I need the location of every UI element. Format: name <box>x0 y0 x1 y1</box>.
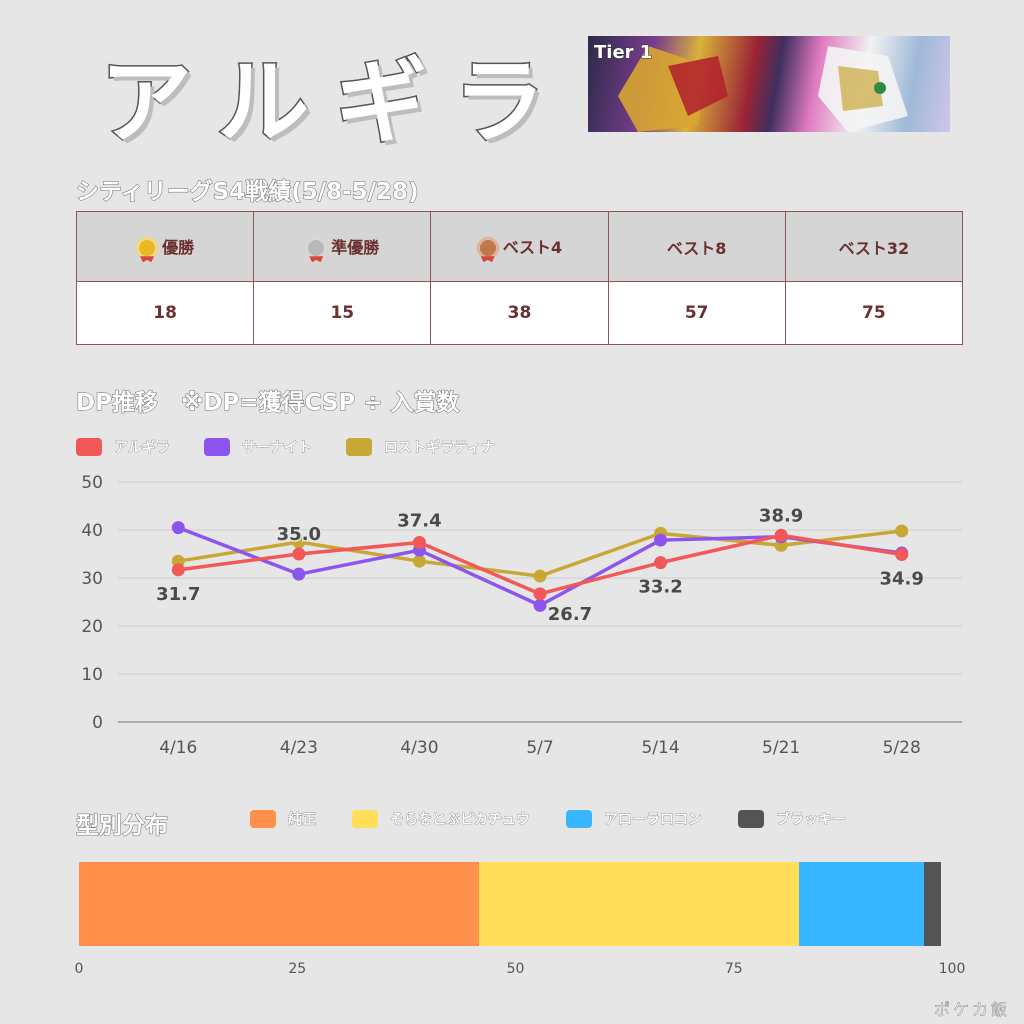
page-title: アルギラ <box>98 48 572 158</box>
pokemon-artwork <box>618 46 908 132</box>
header-cell-winner: 優勝 <box>75 211 255 282</box>
bar-segment <box>479 862 800 946</box>
legend-swatch <box>76 438 102 456</box>
legend-label: アルギラ <box>114 440 170 457</box>
silver-medal-icon <box>305 237 328 260</box>
header-cell-runner-up: 準優勝 <box>253 211 432 282</box>
legend-label: アローラロコン <box>604 812 703 829</box>
legend-swatch <box>345 438 372 456</box>
line-legend: アルギラ サーナイト ロストギラティナ <box>76 437 495 457</box>
data-point <box>292 567 306 581</box>
results-value-row: 18 15 38 57 75 <box>75 281 964 345</box>
x-tick-label: 4/23 <box>280 738 318 758</box>
value-cell: 75 <box>784 281 964 345</box>
watermark-logo: ポケカ飯 <box>933 1000 1010 1020</box>
tier-label: Tier 1 <box>593 42 653 64</box>
data-point <box>654 533 668 547</box>
value-cell: 15 <box>253 281 432 345</box>
data-label: 31.7 <box>156 584 200 605</box>
legend-swatch <box>352 810 378 828</box>
header-label: ベスト8 <box>666 238 727 258</box>
x-tick-label: 5/28 <box>883 738 921 758</box>
data-point <box>292 547 306 561</box>
header-cell-best4: ベスト4 <box>430 211 609 282</box>
x-tick-label: 25 <box>288 961 306 977</box>
legend-swatch <box>203 438 230 456</box>
data-point <box>412 554 426 568</box>
value-cell: 18 <box>75 281 255 345</box>
x-tick-label: 4/16 <box>159 738 197 758</box>
legend-label: サーナイト <box>241 440 313 457</box>
data-point <box>654 556 668 570</box>
data-point <box>895 524 909 538</box>
gold-medal-icon <box>136 237 159 260</box>
header-label: 優勝 <box>162 237 195 257</box>
legend-label: そらをとぶピカチュウ <box>390 812 531 829</box>
data-point <box>774 528 788 542</box>
distribution-section-title: 型別分布 <box>76 813 169 840</box>
data-point <box>412 535 426 549</box>
dp-section-title: DP推移 ※DP=獲得CSP ÷ 入賞数 <box>76 390 461 417</box>
data-label: 33.2 <box>638 577 682 598</box>
data-point <box>533 569 547 583</box>
data-label: 34.9 <box>880 568 924 589</box>
x-tick-label: 5/7 <box>526 738 553 758</box>
data-label: 35.0 <box>277 524 321 545</box>
distribution-axis: 0 25 50 75 100 <box>75 961 966 977</box>
data-point <box>292 535 306 549</box>
legend-swatch <box>250 810 276 828</box>
data-label: 38.9 <box>759 505 803 526</box>
value-cell: 38 <box>430 281 609 345</box>
legend-swatch <box>738 810 764 828</box>
x-tick-label: 75 <box>725 961 743 977</box>
bar-segment <box>924 862 941 946</box>
x-tick-label: 0 <box>75 961 84 977</box>
header-cell-best32: ベスト32 <box>784 211 964 282</box>
data-point <box>171 563 185 577</box>
header-cell-best8: ベスト8 <box>607 211 786 282</box>
data-point <box>533 587 547 601</box>
data-label: 26.7 <box>548 604 592 625</box>
data-point <box>171 521 185 535</box>
y-tick-label: 50 <box>81 473 103 493</box>
data-point <box>895 547 909 561</box>
legend-swatch <box>566 810 592 828</box>
legend-label: ブラッキー <box>776 812 847 829</box>
data-label: 37.4 <box>397 510 441 531</box>
distribution-stacked-bar <box>79 862 945 946</box>
x-tick-label: 50 <box>507 961 525 977</box>
dp-line-chart: 0 10 20 30 40 50 4/16 4/23 4/30 5/7 5/14 5/21 5/28 31… <box>81 473 962 758</box>
y-tick-label: 40 <box>81 521 103 541</box>
y-tick-label: 30 <box>81 569 103 589</box>
results-section-title: シティリーグS4戦績(5/8-5/28) <box>76 179 420 206</box>
bronze-medal-icon <box>476 237 499 260</box>
x-tick-label: 4/30 <box>400 738 438 758</box>
legend-label: ロストギラティナ <box>383 440 496 457</box>
legend-label: 純正 <box>288 812 317 829</box>
x-tick-label: 5/14 <box>641 738 679 758</box>
bar-segment <box>799 862 925 946</box>
header-label: 準優勝 <box>331 237 380 257</box>
bar-segment <box>79 862 480 946</box>
results-table: 優勝 準優勝 ベスト4 ベスト8 ベスト32 18 15 38 57 75 <box>75 211 964 345</box>
results-header-row: 優勝 準優勝 ベスト4 ベスト8 ベスト32 <box>75 211 964 282</box>
value-cell: 57 <box>607 281 786 345</box>
y-tick-label: 20 <box>81 617 103 637</box>
header-label: ベスト4 <box>502 237 563 257</box>
y-tick-label: 10 <box>81 665 103 685</box>
tier-banner-image: Tier 1 <box>588 36 950 132</box>
x-tick-label: 5/21 <box>762 738 800 758</box>
x-tick-label: 100 <box>939 961 966 977</box>
y-tick-label: 0 <box>92 713 103 733</box>
distribution-legend: 純正 そらをとぶピカチュウ アローラロコン ブラッキー <box>250 809 882 829</box>
header-label: ベスト32 <box>838 238 910 258</box>
data-point <box>533 598 547 612</box>
